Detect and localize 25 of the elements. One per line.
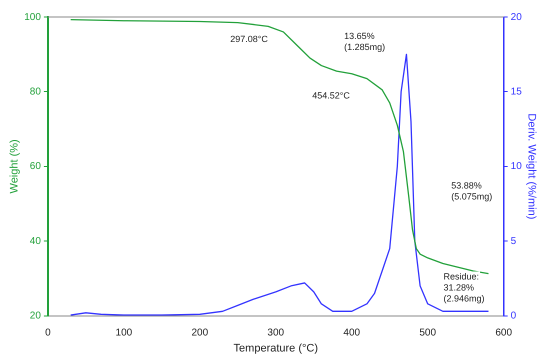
y2-tick-label: 15 xyxy=(510,86,522,98)
y2-tick-label: 20 xyxy=(510,12,522,23)
annotation: 454.52°C xyxy=(312,90,350,101)
annotation: 297.08°C xyxy=(230,34,268,44)
x-tick-label: 300 xyxy=(267,328,285,339)
y2-tick-label: 0 xyxy=(510,310,517,322)
annotation: 13.65% (1.285mg) xyxy=(344,30,386,52)
y2-axis-title: Deriv. Weight (%/min) xyxy=(525,113,538,220)
x-tick-label: 100 xyxy=(116,328,133,339)
y-tick-label: 40 xyxy=(30,236,42,247)
y-tick-label: 100 xyxy=(24,12,42,23)
y-tick-label: 60 xyxy=(30,161,42,172)
x-tick-label: 600 xyxy=(495,328,512,339)
annotation: 53.88% (5.075mg) xyxy=(451,180,492,202)
y2-tick-label: 5 xyxy=(510,236,517,247)
x-tick-label: 500 xyxy=(419,328,436,339)
y-tick-label: 80 xyxy=(30,86,42,98)
x-tick-label: 400 xyxy=(343,328,361,339)
x-tick-label: 200 xyxy=(191,328,209,339)
annotation: Residue: 31.28% (2.946mg) xyxy=(444,271,485,304)
y2-tick-label: 10 xyxy=(510,161,522,172)
y-axis-title: Weight (%) xyxy=(8,139,21,194)
y-tick-label: 20 xyxy=(30,310,42,322)
x-tick-label: 0 xyxy=(45,328,52,339)
x-axis-title: Temperature (°C) xyxy=(234,342,318,354)
